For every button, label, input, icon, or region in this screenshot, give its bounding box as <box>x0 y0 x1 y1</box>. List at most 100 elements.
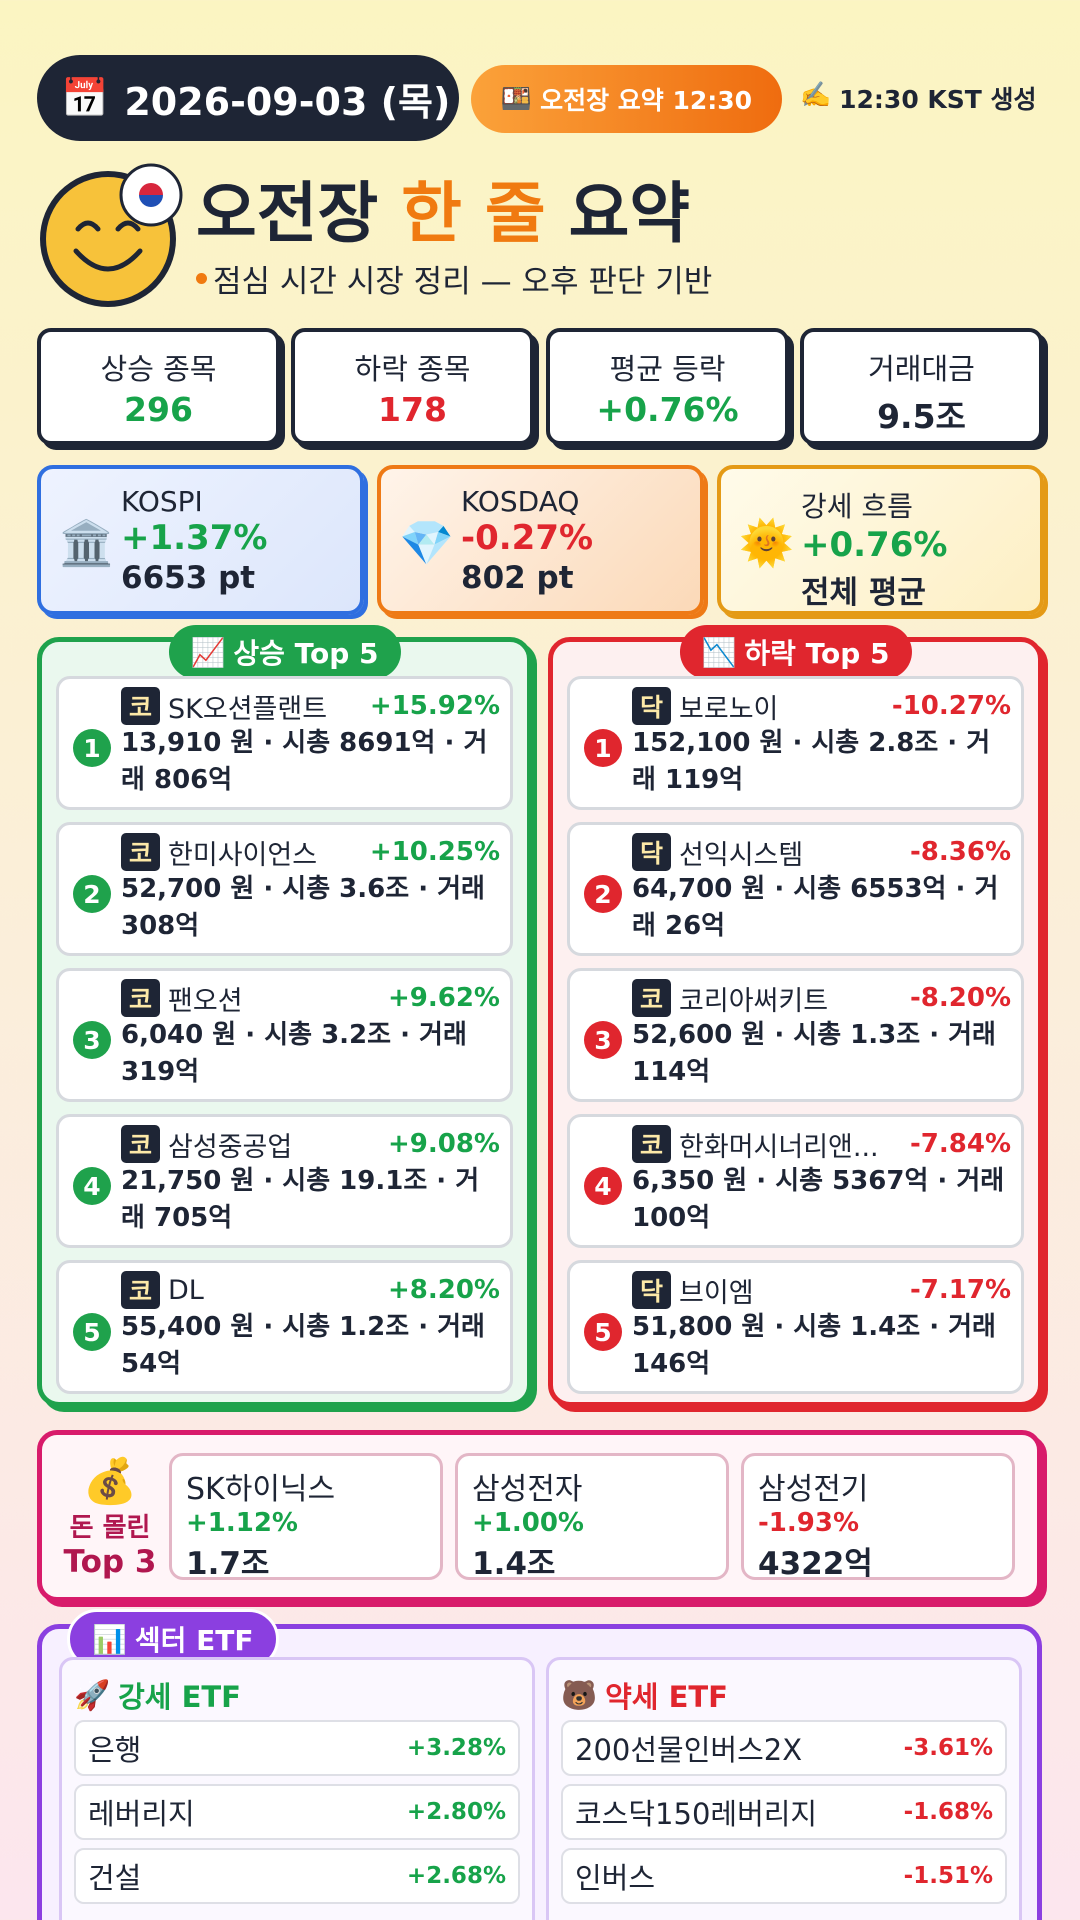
etf-row: 은행 +3.28% <box>74 1720 520 1776</box>
title-prefix: 오전장 <box>196 175 379 252</box>
stat-label: 거래대금 <box>868 352 975 386</box>
etf-icon: 📊 <box>92 1622 127 1656</box>
generated-text: 12:30 KST 생성 <box>839 85 1037 114</box>
stock-detail: 52,700 원 · 시총 3.6조 · 거래 308억 <box>121 874 485 941</box>
stock-change: +9.08% <box>388 1129 500 1159</box>
market-badge: 코 <box>121 979 161 1017</box>
stock-item: 4 코 한화머시너리앤... -7.84% 6,350 원 · 시총 5367억 · 거… <box>567 1114 1024 1248</box>
rank: 2 <box>73 875 111 913</box>
stock-name: 브이엠 <box>679 1277 754 1309</box>
etf-name: 레버리지 <box>88 1797 195 1831</box>
rank: 5 <box>584 1313 622 1351</box>
stock-change: -10.27% <box>891 691 1011 721</box>
money-amount: 1.4조 <box>472 1546 556 1582</box>
money-card: 삼성전자 +1.00% 1.4조 <box>455 1453 729 1582</box>
stock-name: 선익시스템 <box>679 839 804 871</box>
money-title-1: 돈 몰린 <box>69 1513 151 1543</box>
stock-detail: 64,700 원 · 시총 6553억 · 거래 26억 <box>632 874 999 941</box>
market-badge: 코 <box>632 979 672 1017</box>
index-name: 강세 흐름 <box>801 490 913 523</box>
stock-item: 3 코 팬오션 +9.62% 6,040 원 · 시총 3.2조 · 거래 319억 <box>56 968 513 1102</box>
stock-item: 5 코 DL +8.20% 55,400 원 · 시총 1.2조 · 거래 54억 <box>56 1260 513 1394</box>
etf-name: 건설 <box>88 1861 142 1895</box>
stock-item: 4 코 삼성중공업 +9.08% 21,750 원 · 시총 19.1조 · 거래 70… <box>56 1114 513 1248</box>
index-icon: 💎 <box>399 518 454 569</box>
item-head: 코 삼성중공업 +9.08% <box>121 1125 500 1163</box>
money-label: 💰 돈 몰린 Top 3 <box>50 1455 170 1580</box>
bear-icon: 🐻 <box>561 1677 598 1712</box>
stat-value: 296 <box>124 390 193 429</box>
date: 2026-09-03 (목) <box>124 79 451 124</box>
money-title-2: Top 3 <box>63 1544 157 1580</box>
sub-title: 🚀 강세 ETF <box>74 1670 520 1720</box>
item-head: 닥 브이엠 -7.17% <box>632 1271 1011 1309</box>
stock-name: DL <box>168 1274 204 1306</box>
stock-change: +15.92% <box>369 691 500 721</box>
index-change: +0.76% <box>801 525 948 565</box>
index-icon: 🏛️ <box>59 518 114 569</box>
stock-name: 삼성중공업 <box>168 1131 293 1163</box>
title-suffix: 요약 <box>568 175 691 252</box>
rocket-icon: 🚀 <box>74 1677 111 1712</box>
item-head: 코 코리아써키트 -8.20% <box>632 979 1011 1017</box>
stat-card: 하락 종목 178 <box>291 328 534 445</box>
index-level: 802 pt <box>461 560 574 596</box>
stock-change: +8.20% <box>388 1275 500 1305</box>
stock-change: +10.25% <box>369 837 500 867</box>
etf-title-text: 섹터 ETF <box>134 1624 254 1657</box>
avatar <box>40 163 183 307</box>
sub-title-text: 약세 ETF <box>605 1680 728 1714</box>
stock-detail: 152,100 원 · 시총 2.8조 · 거래 119억 <box>632 728 991 795</box>
sub-title-text: 강세 ETF <box>118 1680 241 1714</box>
etf-row: 200선물인버스2X -3.61% <box>561 1720 1007 1776</box>
stock-name: 코리아써키트 <box>679 985 829 1017</box>
index-card: 🏛️ KOSPI +1.37% 6653 pt <box>37 465 364 615</box>
item-head: 코 DL +8.20% <box>121 1271 500 1309</box>
stat-label: 하락 종목 <box>354 352 471 386</box>
money-panel: 💰 돈 몰린 Top 3 SK하이닉스 +1.12% 1.7조 삼성전자 +1.00% 1.4… <box>37 1430 1042 1602</box>
weak-etf: 🐻 약세 ETF 200선물인버스2X -3.61% 코스닥150레버리지 -1.68% 인… <box>546 1657 1022 1920</box>
money-icon: 💰 <box>82 1456 138 1507</box>
etf-panel: 📊 섹터 ETF 🚀 강세 ETF 은행 +3.28% 레버리지 +2.80% 건설 +2.68… <box>37 1609 1042 1920</box>
money-card: SK하이닉스 +1.12% 1.7조 <box>169 1453 443 1582</box>
rank: 4 <box>584 1167 622 1205</box>
money-amount: 4322억 <box>758 1546 873 1582</box>
stock-name: 보로노이 <box>679 693 779 725</box>
generated-note: ✍️ 12:30 KST 생성 <box>800 80 1037 116</box>
index-level: 6653 pt <box>121 560 256 596</box>
item-head: 코 팬오션 +9.62% <box>121 979 500 1017</box>
etf-change: -1.51% <box>903 1863 993 1889</box>
item-head: 닥 보로노이 -10.27% <box>632 687 1011 725</box>
item-head: 코 한화머시너리앤... -7.84% <box>632 1125 1011 1163</box>
money-name: 삼성전기 <box>758 1472 869 1507</box>
item-head: 코 SK오션플랜트 +15.92% <box>121 687 500 725</box>
etf-row: 인버스 -1.51% <box>561 1848 1007 1904</box>
stat-card: 평균 등락 +0.76% <box>546 328 789 445</box>
stock-item: 5 닥 브이엠 -7.17% 51,800 원 · 시총 1.4조 · 거래 146억 <box>567 1260 1024 1394</box>
etf-change: +2.80% <box>406 1799 506 1825</box>
stock-detail: 52,600 원 · 시총 1.3조 · 거래 114억 <box>632 1020 996 1087</box>
stat-value: +0.76% <box>596 390 739 429</box>
rank: 1 <box>73 729 111 767</box>
chart-icon: 📉 <box>701 635 737 669</box>
stock-change: -7.17% <box>910 1275 1011 1305</box>
stock-change: -7.84% <box>910 1129 1011 1159</box>
stock-item: 1 닥 보로노이 -10.27% 152,100 원 · 시총 2.8조 · 거래 11… <box>567 676 1024 810</box>
money-name: 삼성전자 <box>472 1472 583 1507</box>
stock-name: 한화머시너리앤... <box>679 1131 879 1163</box>
etf-change: -1.68% <box>903 1799 993 1825</box>
stat-card: 상승 종목 296 <box>37 328 280 445</box>
market-badge: 코 <box>121 833 161 871</box>
item-head: 닥 선익시스템 -8.36% <box>632 833 1011 871</box>
panel-title: 📉 하락 Top 5 <box>679 625 912 679</box>
index-card: 🌞 강세 흐름 +0.76% 전체 평균 <box>717 465 1044 615</box>
money-card: 삼성전기 -1.93% 4322억 <box>741 1453 1015 1582</box>
session-text: 오전장 요약 12:30 <box>540 86 753 115</box>
etf-change: -3.61% <box>903 1735 993 1761</box>
market-badge: 닥 <box>632 687 672 725</box>
index-name: KOSPI <box>121 485 203 518</box>
market-badge: 코 <box>121 1125 161 1163</box>
index-change: +1.37% <box>121 518 268 558</box>
